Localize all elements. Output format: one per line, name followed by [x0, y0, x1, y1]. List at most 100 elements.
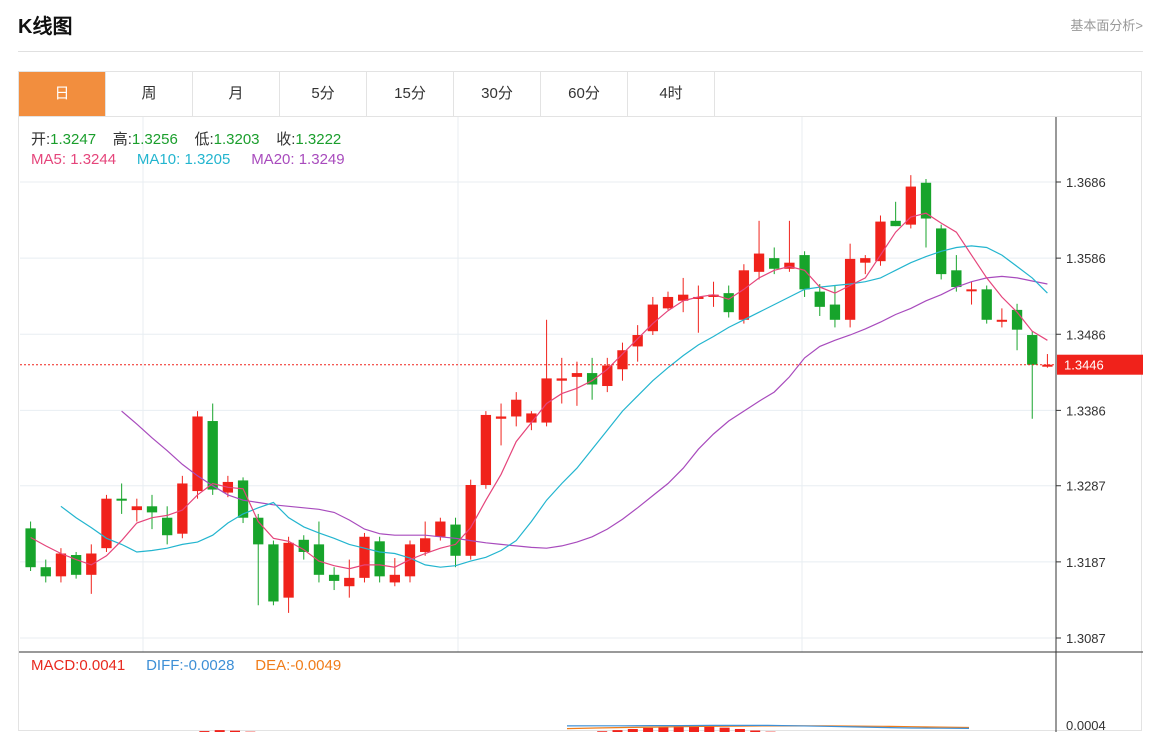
- ma10-label: MA10:: [137, 151, 180, 168]
- candle-body: [177, 483, 187, 533]
- macd-bar: [720, 728, 730, 732]
- ma20-value: 1.3249: [299, 151, 345, 168]
- candle: [420, 522, 430, 556]
- candle: [982, 286, 992, 324]
- candle: [1012, 304, 1022, 350]
- candle: [648, 297, 658, 335]
- candle: [572, 362, 582, 406]
- y-tick-label: 1.3486: [1066, 327, 1106, 342]
- candle: [481, 411, 491, 489]
- y-tick-label: 1.3287: [1066, 479, 1106, 494]
- title-divider: [18, 51, 1143, 52]
- candle-body: [496, 416, 506, 418]
- macd-tick-label: 0.0004: [1066, 718, 1106, 732]
- macd-bar: [643, 728, 653, 732]
- open-label: 开:: [31, 131, 50, 148]
- candle-body: [314, 544, 324, 574]
- candle-body: [147, 506, 157, 512]
- candle-body: [374, 541, 384, 576]
- candle-body: [132, 506, 142, 510]
- candle-body: [906, 187, 916, 225]
- candle: [208, 404, 218, 495]
- candle-body: [192, 416, 202, 491]
- candle-body: [815, 292, 825, 307]
- current-price-label: 1.3446: [1064, 358, 1104, 373]
- candle: [466, 480, 476, 560]
- candle: [587, 358, 597, 400]
- candle: [192, 411, 202, 499]
- candle: [541, 320, 551, 427]
- candle-body: [966, 289, 976, 291]
- candle-body: [344, 578, 354, 586]
- candle: [678, 278, 688, 312]
- ma20-label: MA20:: [251, 151, 294, 168]
- candle-body: [283, 543, 293, 598]
- y-tick-label: 1.3087: [1066, 631, 1106, 646]
- candle-body: [101, 499, 111, 548]
- close-value: 1.3222: [295, 131, 341, 148]
- candle-body: [769, 258, 779, 269]
- fundamental-analysis-link[interactable]: 基本面分析>: [1070, 15, 1143, 34]
- high-value: 1.3256: [132, 131, 178, 148]
- candle-body: [982, 289, 992, 319]
- candle-body: [329, 575, 339, 581]
- candle: [724, 286, 734, 318]
- candle-body: [56, 553, 66, 576]
- y-tick-label: 1.3187: [1066, 555, 1106, 570]
- low-value: 1.3203: [214, 131, 260, 148]
- ma10-line: [61, 246, 1048, 567]
- candle-body: [116, 499, 126, 501]
- candle: [253, 514, 263, 605]
- candle-body: [951, 270, 961, 287]
- candle-body: [739, 270, 749, 319]
- candle: [71, 552, 81, 579]
- candle-body: [572, 373, 582, 377]
- candle: [329, 567, 339, 590]
- candle: [344, 560, 354, 598]
- candle-body: [830, 305, 840, 320]
- candle-body: [435, 522, 445, 537]
- candle: [496, 404, 506, 446]
- candle-body: [1042, 365, 1052, 367]
- kline-chart[interactable]: 1.36861.35861.34861.33861.32871.31871.30…: [19, 72, 1143, 732]
- macd-info: MACD:0.0041 DIFF:-0.0028 DEA:-0.0049: [31, 657, 341, 674]
- candle-body: [617, 350, 627, 369]
- candle: [617, 343, 627, 381]
- close-label: 收:: [276, 131, 295, 148]
- candle: [602, 358, 612, 392]
- high-label: 高:: [113, 131, 132, 148]
- candle-body: [724, 293, 734, 312]
- candle-body: [799, 255, 809, 289]
- candle-body: [162, 518, 172, 536]
- ma-info: MA5: 1.3244 MA10: 1.3205 MA20: 1.3249: [31, 151, 345, 168]
- candle: [101, 495, 111, 552]
- candle-body: [268, 544, 278, 601]
- candle: [890, 202, 900, 226]
- candle: [754, 221, 764, 280]
- macd-bar: [658, 727, 668, 732]
- candle: [147, 495, 157, 529]
- macd-value: 0.0041: [79, 657, 125, 674]
- candle: [739, 264, 749, 323]
- y-tick-label: 1.3586: [1066, 251, 1106, 266]
- candle: [268, 541, 278, 606]
- candle-body: [390, 575, 400, 583]
- ma5-value: 1.3244: [70, 151, 116, 168]
- candle-body: [359, 537, 369, 578]
- y-tick-label: 1.3386: [1066, 403, 1106, 418]
- candle: [632, 325, 642, 362]
- candle: [875, 215, 885, 265]
- candle-body: [557, 378, 567, 380]
- dea-value: -0.0049: [290, 657, 341, 674]
- candle: [25, 522, 35, 571]
- candle-body: [1027, 335, 1037, 365]
- ohlc-info: 开:1.3247 高:1.3256 低:1.3203 收:1.3222: [31, 128, 341, 149]
- candle-body: [845, 259, 855, 320]
- candle: [132, 499, 142, 522]
- candle: [784, 221, 794, 272]
- dea-label: DEA:: [255, 657, 290, 674]
- candle-body: [208, 421, 218, 490]
- candle-body: [41, 567, 51, 576]
- candle: [162, 506, 172, 544]
